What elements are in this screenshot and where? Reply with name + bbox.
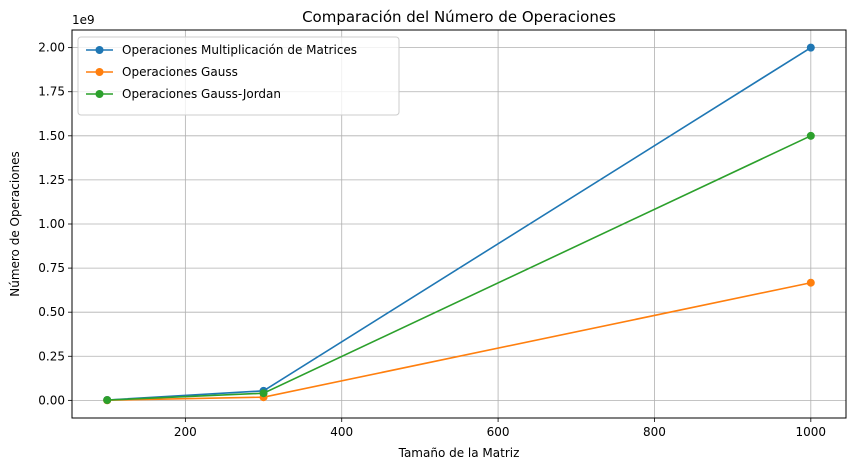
legend-item: Operaciones Multiplicación de Matrices: [86, 43, 357, 57]
data-point: [806, 43, 815, 52]
y-tick-label: 1.00: [38, 217, 65, 231]
legend-item: Operaciones Gauss: [86, 65, 238, 79]
legend-item: Operaciones Gauss-Jordan: [86, 87, 281, 101]
legend-label: Operaciones Multiplicación de Matrices: [122, 43, 357, 57]
y-offset-label: 1e9: [72, 13, 95, 27]
axis-ticks: 200 400 600 800 1000 0.00 0.25 0.50 0.75 1.00 1.25…: [38, 41, 826, 439]
y-tick-label: 2.00: [38, 41, 65, 55]
data-point: [103, 396, 112, 405]
y-axis-label: Número de Operaciones: [8, 151, 22, 297]
x-tick-label: 400: [330, 425, 353, 439]
legend: Operaciones Multiplicación de Matrices Op…: [77, 36, 400, 116]
x-tick-label: 800: [643, 425, 666, 439]
x-axis-label: Tamaño de la Matriz: [398, 446, 520, 460]
chart-title: Comparación del Número de Operaciones: [302, 8, 616, 26]
data-point: [806, 131, 815, 140]
legend-box: [77, 36, 400, 116]
series-2: [103, 278, 815, 405]
series-line: [107, 281, 811, 402]
series-layer: [103, 43, 815, 405]
legend-label: Operaciones Gauss: [122, 65, 238, 79]
data-point: [806, 278, 815, 287]
x-tick-label: 600: [487, 425, 510, 439]
x-tick-label: 1000: [796, 425, 827, 439]
y-tick-label: 0.50: [38, 305, 65, 319]
y-tick-label: 1.25: [38, 173, 65, 187]
y-tick-label: 1.50: [38, 129, 65, 143]
legend-marker: [95, 90, 104, 98]
y-tick-label: 0.75: [38, 261, 65, 275]
series-3: [103, 131, 815, 405]
y-tick-label: 0.25: [38, 349, 65, 363]
legend-label: Operaciones Gauss-Jordan: [122, 87, 281, 101]
legend-marker: [95, 46, 104, 54]
y-tick-label: 0.00: [38, 393, 65, 407]
x-tick-label: 200: [174, 425, 197, 439]
legend-marker: [95, 68, 104, 76]
data-point: [259, 389, 268, 398]
y-tick-label: 1.75: [38, 85, 65, 99]
grid: [72, 30, 846, 418]
